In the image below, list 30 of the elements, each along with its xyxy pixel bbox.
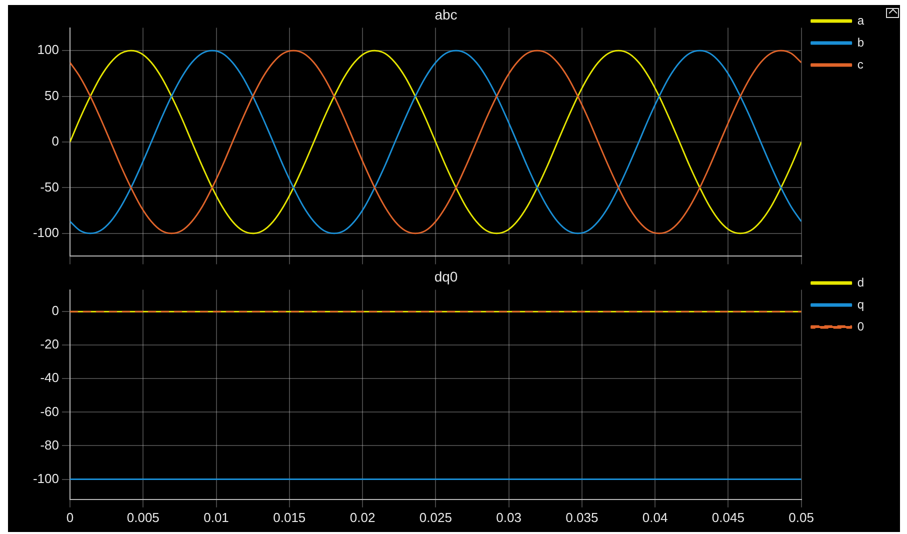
y-tick-label: -50 [40, 179, 59, 194]
y-tick-label: 0 [52, 303, 59, 318]
x-tick-label: 0.01 [204, 510, 229, 525]
legend-label: a [857, 13, 864, 28]
x-tick-label: 0.02 [350, 510, 376, 525]
y-tick-label: 100 [37, 42, 59, 58]
y-tick-label: -100 [32, 224, 59, 240]
legend-label: c [857, 57, 864, 72]
y-tick-label: -60 [40, 404, 59, 419]
chart-title: dq0 [434, 268, 458, 284]
x-tick-label: 0.05 [788, 510, 814, 525]
x-tick-label: 0.015 [273, 510, 306, 525]
legend-label: d [857, 275, 864, 290]
y-tick-label: -40 [40, 370, 59, 386]
x-tick-label: 0.025 [419, 510, 452, 525]
legend-label: 0 [857, 319, 864, 334]
y-tick-label: -80 [40, 437, 59, 452]
x-tick-label: 0.045 [712, 510, 744, 525]
y-tick-label: -100 [32, 470, 59, 486]
legend-label: b [857, 35, 864, 50]
x-tick-label: 0.04 [642, 510, 668, 525]
chart-title: abc [434, 6, 458, 22]
y-tick-label: 50 [44, 88, 59, 103]
x-tick-label: 0.005 [126, 510, 160, 525]
x-tick-label: 0.035 [566, 510, 598, 525]
x-tick-label: 0.03 [496, 510, 522, 525]
legend-label: q [857, 297, 864, 312]
y-tick-label: -20 [40, 336, 59, 352]
y-tick-label: 0 [52, 134, 59, 149]
x-tick-label: 0 [66, 510, 74, 525]
